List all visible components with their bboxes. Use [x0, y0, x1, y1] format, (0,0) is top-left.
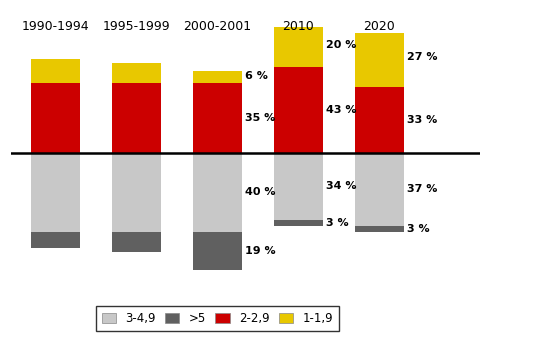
Bar: [355, 226, 403, 232]
Text: 43 %: 43 %: [326, 105, 357, 115]
Bar: [193, 232, 242, 270]
Bar: [112, 63, 161, 83]
Text: 2010: 2010: [282, 20, 314, 33]
Legend: 3-4,9, >5, 2-2,9, 1-1,9: 3-4,9, >5, 2-2,9, 1-1,9: [96, 306, 339, 331]
Bar: [31, 59, 80, 83]
Bar: [274, 67, 323, 153]
Text: 27 %: 27 %: [407, 52, 437, 62]
Text: 6 %: 6 %: [245, 71, 268, 81]
Bar: [112, 232, 161, 252]
Text: 2020: 2020: [364, 20, 395, 33]
Bar: [355, 87, 403, 153]
Text: 40 %: 40 %: [245, 187, 275, 197]
Bar: [274, 220, 323, 226]
Text: 37 %: 37 %: [407, 184, 437, 195]
Bar: [112, 83, 161, 153]
Bar: [274, 27, 323, 67]
Text: 3 %: 3 %: [326, 218, 348, 228]
Bar: [193, 153, 242, 232]
Text: 20 %: 20 %: [326, 40, 356, 50]
Text: 1990-1994: 1990-1994: [22, 20, 89, 33]
Text: 3 %: 3 %: [407, 224, 430, 234]
Bar: [31, 232, 80, 248]
Text: 2000-2001: 2000-2001: [183, 20, 251, 33]
Text: 34 %: 34 %: [326, 181, 357, 192]
Text: 1995-1999: 1995-1999: [103, 20, 170, 33]
Bar: [355, 33, 403, 87]
Bar: [31, 153, 80, 232]
Bar: [274, 153, 323, 220]
Text: 35 %: 35 %: [245, 113, 275, 123]
Bar: [193, 83, 242, 153]
Bar: [112, 153, 161, 232]
Text: 19 %: 19 %: [245, 246, 276, 256]
Bar: [31, 83, 80, 153]
Bar: [355, 153, 403, 226]
Bar: [193, 71, 242, 83]
Text: 33 %: 33 %: [407, 115, 437, 125]
